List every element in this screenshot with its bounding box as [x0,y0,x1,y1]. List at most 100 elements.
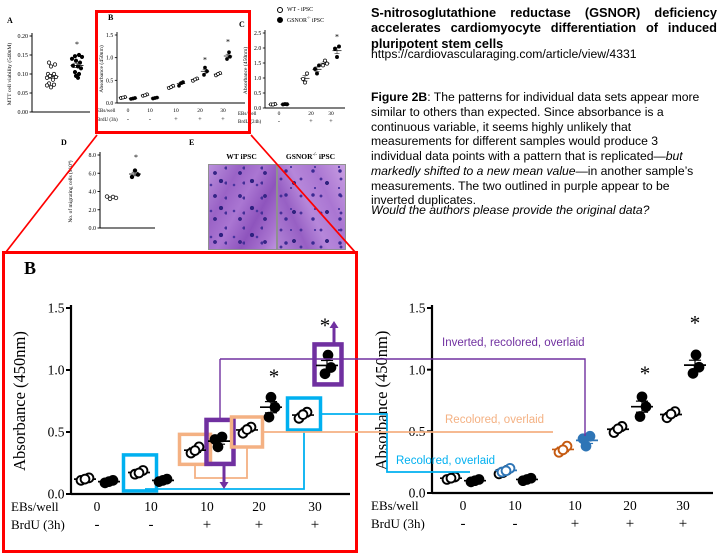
micrograph-ko-label: GSNOR-/- iPSC [285,152,336,161]
svg-text:20: 20 [197,108,203,114]
svg-text:1.5: 1.5 [254,61,261,67]
svg-text:Absorbance (450nm): Absorbance (450nm) [10,331,29,471]
comment-figure-ref: Figure 2B [371,90,428,104]
svg-text:0.5: 0.5 [254,91,261,97]
svg-text:0: 0 [278,111,281,117]
svg-text:-: - [127,116,129,123]
svg-text:-: - [278,118,280,125]
svg-text:+: + [221,116,225,123]
legend-wt-label: WT - iPSC [287,7,314,13]
svg-text:1.0: 1.0 [254,76,261,82]
svg-text:10: 10 [200,499,214,514]
svg-text:10: 10 [568,498,582,513]
inverted-annotation: Inverted, recolored, overlaid [442,337,585,349]
paper-title: S-nitrosoglutathione reductase (GSNOR) d… [371,5,717,51]
svg-text:0.5: 0.5 [48,425,65,440]
svg-text:0: 0 [94,499,101,514]
svg-text:0.0: 0.0 [254,106,261,112]
svg-text:0: 0 [127,108,130,114]
micrograph-ko-image [277,164,346,250]
svg-text:20: 20 [252,499,266,514]
figure-comment: Figure 2B: The patterns for individual d… [371,90,700,208]
svg-text:0.15: 0.15 [18,53,29,59]
svg-text:0.5: 0.5 [409,424,426,439]
svg-text:-: - [149,517,154,533]
svg-text:*: * [690,311,701,335]
svg-text:+: + [255,517,263,533]
svg-text:1.5: 1.5 [106,33,113,39]
panel-a-chart: 0.00 0.05 0.10 0.15 0.20 MTT cell viability (… [6,33,90,116]
panel-a-label: A [7,16,13,25]
svg-text:-: - [461,516,466,532]
svg-text:*: * [335,32,339,41]
svg-text:*: * [269,365,280,389]
svg-text:0.0: 0.0 [89,226,97,232]
svg-text:BrdU (3h): BrdU (3h) [371,516,425,531]
recolored-cyan-annotation: Recolored, overlaid [396,455,496,467]
svg-text:+: + [174,116,178,123]
svg-text:EBs/well: EBs/well [238,112,257,117]
svg-text:*: * [75,40,79,49]
legend-item-wt: WT - iPSC [277,7,324,13]
svg-text:+: + [626,516,634,532]
svg-text:10: 10 [147,108,153,114]
svg-text:20: 20 [623,498,637,513]
svg-text:+: + [203,517,211,533]
recolored-orange-annotation: Recolored, overlaid [445,414,545,426]
svg-text:0.10: 0.10 [18,72,29,78]
panel-e-label: E [189,138,195,147]
legend-item-ko: GSNOR-/- iPSC [277,16,324,24]
svg-text:0.05: 0.05 [18,91,29,97]
svg-text:6.0: 6.0 [89,171,97,177]
svg-text:1.5: 1.5 [409,301,426,316]
svg-text:1.5: 1.5 [48,301,65,316]
legend-ko-label: GSNOR-/- iPSC [287,16,324,24]
svg-text:4.0: 4.0 [89,190,97,196]
svg-text:Absorbance (450nm): Absorbance (450nm) [242,47,249,95]
svg-text:20: 20 [308,111,314,117]
svg-text:MTT cell viability (540nM): MTT cell viability (540nM) [6,43,13,106]
svg-text:2.0: 2.0 [254,46,261,52]
svg-text:BrdU (3h): BrdU (3h) [97,118,118,123]
svg-text:0.0: 0.0 [409,486,426,501]
svg-text:30: 30 [220,108,226,114]
svg-text:Absorbance (450nm): Absorbance (450nm) [372,331,391,471]
svg-text:*: * [640,362,651,386]
svg-text:8.0: 8.0 [89,153,97,159]
svg-text:+: + [311,517,319,533]
svg-text:+: + [571,516,579,532]
svg-text:0.20: 0.20 [18,34,29,40]
filled-circle-icon [277,16,283,23]
svg-text:-: - [513,516,518,532]
svg-text:10: 10 [144,499,158,514]
svg-text:-: - [149,116,151,123]
svg-text:-: - [95,517,100,533]
micrograph-wt-image [208,164,277,250]
svg-text:*: * [226,38,230,47]
svg-text:+: + [198,116,202,123]
svg-text:2.5: 2.5 [254,31,261,37]
authors-question: Would the authors please provide the ori… [371,203,650,217]
panel-b-enlarged-chart: 0.0 0.5 1.0 1.5 Absorbance (450nm) * * EBs/well… [10,301,350,533]
svg-text:BrdU (24h): BrdU (24h) [238,120,262,125]
svg-text:*: * [203,56,207,65]
svg-text:0.5: 0.5 [106,78,113,84]
svg-text:+: + [329,118,333,125]
svg-text:Absorbance (450nm): Absorbance (450nm) [98,45,105,93]
svg-text:30: 30 [328,111,334,117]
svg-text:0.0: 0.0 [106,101,113,107]
svg-text:0.00: 0.00 [18,110,29,116]
svg-text:*: * [320,314,331,338]
svg-text:EBs/well: EBs/well [97,109,116,114]
legend: WT - iPSC GSNOR-/- iPSC [277,7,324,27]
svg-text:+: + [679,516,687,532]
svg-text:EBs/well: EBs/well [11,499,59,514]
panel-c-label: C [239,20,245,29]
svg-text:BrdU (3h): BrdU (3h) [11,517,65,532]
panel-d-chart: 0.0 2.0 4.0 6.0 8.0 No. of migrating cells (x… [67,152,155,232]
svg-text:*: * [134,153,138,162]
svg-text:0.0: 0.0 [48,487,65,502]
svg-text:30: 30 [676,498,690,513]
panel-b-overlay-chart: 0.0 0.5 1.0 1.5 Absorbance (450nm) * * EBs/well… [371,301,713,532]
